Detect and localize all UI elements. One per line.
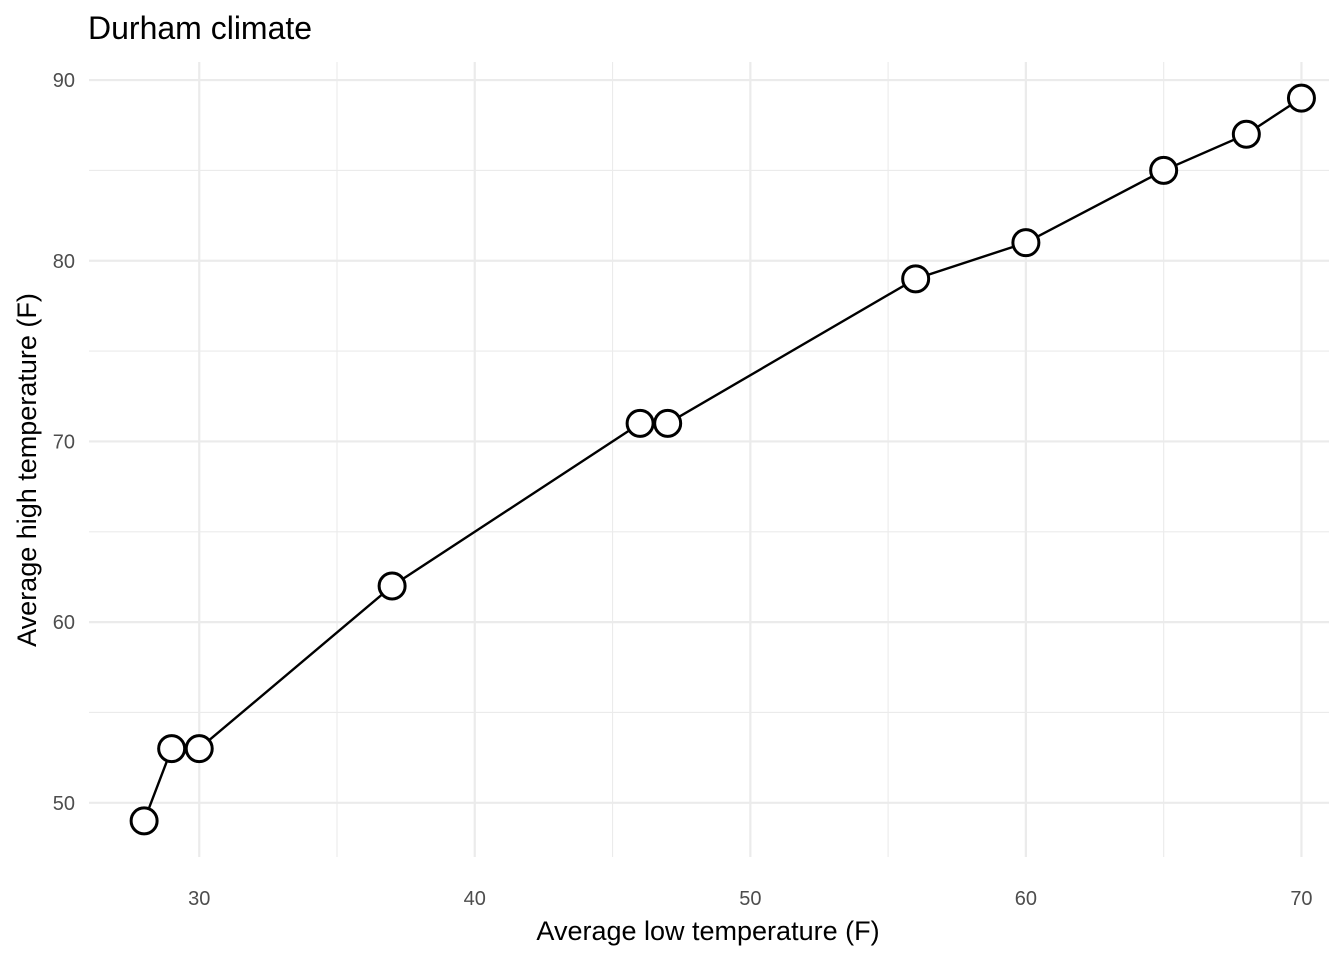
- y-axis-label: Average high temperature (F): [12, 293, 42, 647]
- data-point: [901, 264, 931, 294]
- tick-labels: 30 40 50 60 70 50 60 70 80 90: [53, 70, 1313, 910]
- data-point: [1231, 119, 1261, 149]
- data-point: [1149, 155, 1179, 185]
- data-point: [129, 806, 159, 836]
- y-tick-label: 60: [53, 612, 75, 634]
- x-tick-label: 70: [1290, 888, 1312, 910]
- data-point: [377, 571, 407, 601]
- data-point: [1286, 83, 1316, 113]
- data-point: [184, 734, 214, 764]
- x-axis-label: Average low temperature (F): [536, 916, 879, 946]
- x-tick-label: 30: [188, 888, 210, 910]
- y-tick-label: 80: [53, 251, 75, 273]
- x-tick-label: 40: [464, 888, 486, 910]
- minor-gridlines: [89, 62, 1329, 857]
- chart-title: Durham climate: [88, 10, 312, 46]
- data-point: [625, 408, 655, 438]
- y-tick-label: 50: [53, 793, 75, 815]
- y-tick-label: 70: [53, 431, 75, 453]
- data-point: [157, 734, 187, 764]
- major-gridlines: [89, 62, 1329, 857]
- y-tick-label: 90: [53, 70, 75, 92]
- x-tick-label: 50: [739, 888, 761, 910]
- x-tick-label: 60: [1015, 888, 1037, 910]
- data-point: [653, 408, 683, 438]
- data-point: [1011, 228, 1041, 258]
- data-series: [129, 83, 1316, 836]
